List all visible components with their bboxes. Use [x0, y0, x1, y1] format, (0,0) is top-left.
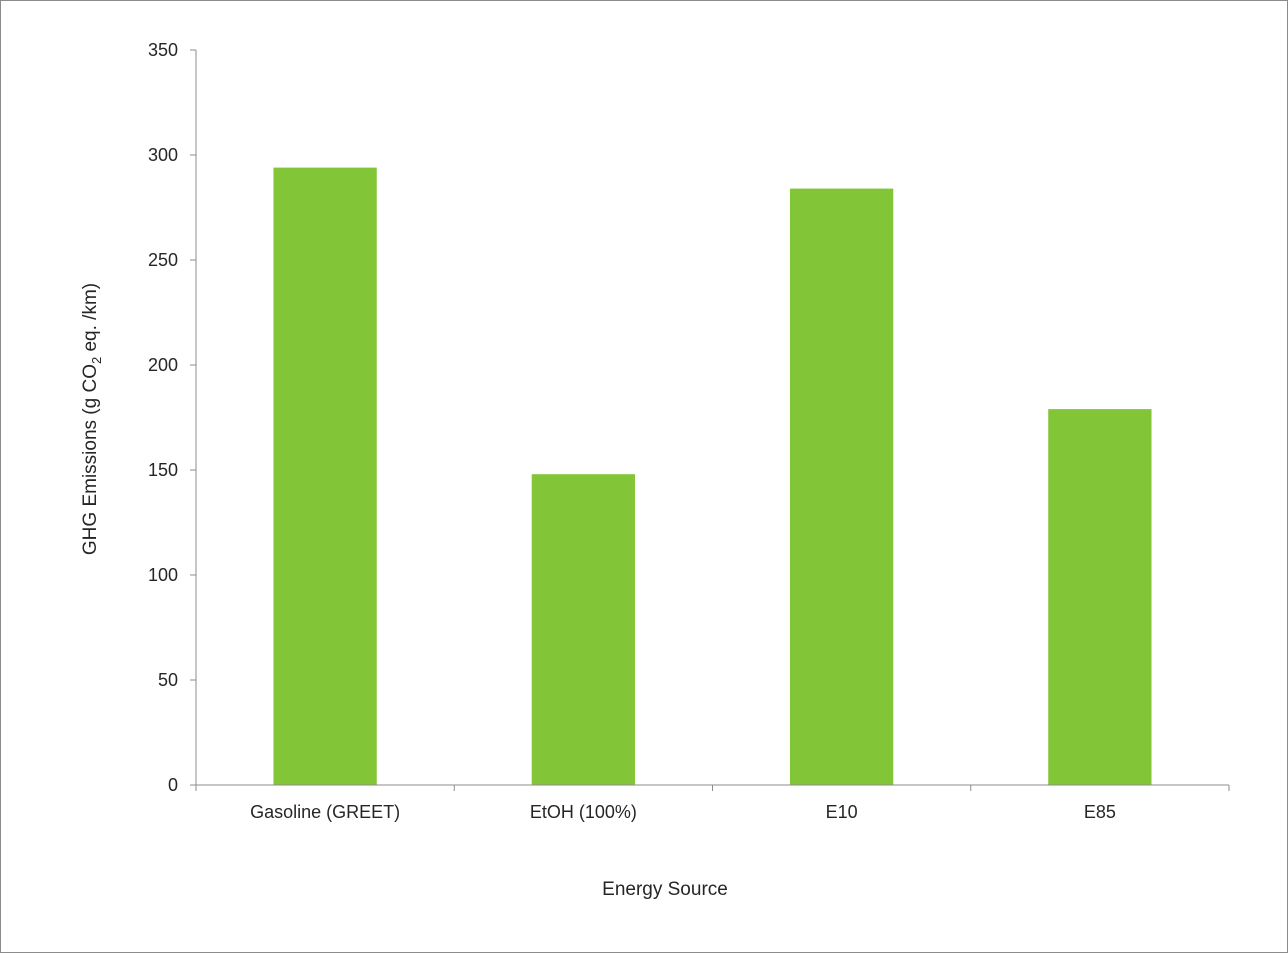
y-tick-label: 350 [148, 40, 178, 60]
x-tick-label: E10 [826, 802, 858, 822]
y-tick-label: 200 [148, 355, 178, 375]
axes-group [190, 49, 1230, 791]
x-tick-label: EtOH (100%) [530, 802, 637, 822]
bars-group [273, 167, 1152, 786]
bar [789, 188, 894, 786]
x-tick-labels: Gasoline (GREET) EtOH (100%) E10 E85 [250, 802, 1116, 822]
bar [531, 474, 636, 785]
y-axis-title: GHG Emissions (g CO2 eq. /km) [80, 283, 104, 555]
y-axis-title-suffix: eq. /km) [80, 283, 101, 357]
bar [273, 167, 377, 786]
y-tick-label: 100 [148, 565, 178, 585]
y-tick-label: 250 [148, 250, 178, 270]
y-tick-label: 50 [158, 670, 178, 690]
y-tick-label: 0 [168, 775, 178, 795]
y-tick-label: 150 [148, 460, 178, 480]
x-tick-label: Gasoline (GREET) [250, 802, 400, 822]
y-tick-labels: 0 50 100 150 200 250 300 350 [148, 40, 178, 795]
y-axis-title-subscript: 2 [89, 357, 104, 364]
x-tick-label: E85 [1084, 802, 1116, 822]
y-axis-title-prefix: GHG Emissions (g CO [80, 364, 101, 555]
y-tick-label: 300 [148, 145, 178, 165]
bar [1048, 409, 1152, 785]
x-axis-title: Energy Source [602, 879, 728, 900]
